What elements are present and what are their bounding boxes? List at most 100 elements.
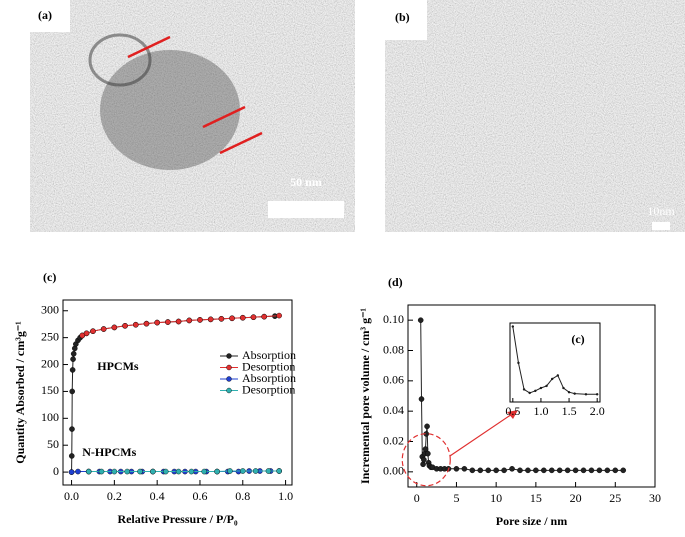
y-tick-label: 0.06 — [383, 373, 404, 387]
y-tick-label: 0.00 — [383, 464, 404, 478]
data-point — [418, 396, 425, 402]
legend-label: Absorption — [242, 348, 296, 362]
data-point — [137, 468, 143, 475]
data-point — [100, 326, 107, 332]
data-point — [111, 468, 118, 475]
data-point — [165, 319, 171, 325]
data-point — [70, 350, 77, 357]
x-tick-label: 0.6 — [192, 489, 207, 503]
plot-frame — [407, 304, 656, 488]
data-point — [276, 468, 282, 474]
data-point — [477, 467, 484, 474]
data-point — [604, 467, 611, 474]
plot-frame — [62, 299, 293, 486]
panel-label: (b) — [395, 10, 410, 24]
data-point — [453, 465, 460, 472]
series-line — [420, 320, 624, 471]
data-point — [69, 388, 76, 395]
y-tick-label: 150 — [41, 383, 59, 397]
data-point — [417, 317, 424, 323]
x-tick-label: 1.0 — [533, 404, 548, 418]
data-point — [580, 467, 587, 474]
data-point — [533, 467, 539, 474]
annotation: N-HPCMs — [82, 445, 136, 459]
data-point — [562, 386, 565, 390]
data-point — [588, 467, 595, 474]
data-point — [85, 468, 92, 475]
x-tick-label: 0 — [414, 491, 420, 505]
legend-marker — [226, 353, 232, 359]
y-tick-label: 300 — [41, 303, 59, 317]
panel-label: (a) — [38, 8, 52, 22]
legend-marker — [226, 387, 232, 394]
data-point — [567, 391, 571, 394]
data-point — [485, 467, 492, 474]
x-tick-label: 1.0 — [278, 489, 293, 503]
data-point — [517, 467, 523, 474]
data-point — [154, 319, 160, 326]
y-tick-label: 0.08 — [383, 342, 404, 356]
data-point — [132, 321, 139, 328]
data-point — [70, 356, 76, 362]
data-point — [595, 393, 599, 396]
y-axis-label: Quantity Absorbed / cm³g⁻¹ — [13, 321, 27, 464]
data-point — [522, 388, 526, 391]
data-point — [425, 450, 431, 457]
data-point — [122, 323, 128, 329]
x-tick-label: 5 — [453, 491, 459, 505]
legend-label: Desorption — [242, 382, 295, 396]
data-point — [612, 467, 619, 474]
y-axis-label: Incremental pore volume / cm³ g⁻¹ — [358, 308, 372, 484]
data-point — [620, 467, 627, 474]
scale-bar-label: 10nm — [647, 204, 675, 218]
data-point — [90, 328, 96, 334]
highlight-circle — [401, 433, 451, 487]
data-point — [539, 386, 543, 390]
x-tick-label: 0.4 — [150, 489, 165, 503]
data-point — [511, 325, 515, 328]
data-point — [98, 468, 105, 475]
data-point — [124, 468, 131, 475]
data-point — [534, 389, 537, 393]
panel-label: (d) — [388, 275, 403, 289]
data-point — [227, 468, 233, 474]
y-tick-label: 0 — [53, 464, 59, 478]
data-point — [214, 468, 220, 475]
data-point — [276, 312, 282, 319]
data-point — [550, 377, 554, 381]
data-point — [252, 468, 259, 474]
legend-marker — [226, 376, 232, 382]
x-tick-label: 1.5 — [562, 404, 577, 418]
x-tick-label: 20 — [570, 491, 582, 505]
data-point — [68, 453, 75, 459]
data-point — [422, 446, 429, 452]
y-tick-label: 0.04 — [383, 403, 404, 417]
data-point — [265, 468, 272, 474]
data-point — [175, 318, 182, 325]
data-point — [75, 468, 81, 475]
data-point — [545, 384, 548, 388]
x-tick-label: 30 — [649, 491, 661, 505]
data-point — [79, 332, 86, 339]
data-point — [528, 391, 531, 395]
data-point — [461, 465, 468, 472]
x-tick-label: 0.2 — [107, 489, 122, 503]
data-point — [548, 467, 555, 474]
data-point — [239, 468, 246, 474]
data-point — [186, 317, 193, 324]
data-point — [493, 467, 499, 474]
data-point — [143, 320, 150, 327]
data-point — [572, 467, 579, 474]
panel-label: (c) — [43, 270, 56, 284]
data-point — [218, 316, 225, 322]
x-tick-label: 0.0 — [64, 489, 79, 503]
data-point — [69, 367, 76, 373]
data-point — [564, 467, 571, 474]
data-point — [421, 456, 427, 463]
data-point — [188, 468, 195, 475]
arrow-head — [507, 410, 518, 419]
x-axis-label: Relative Pressure / P/P₀ — [117, 512, 238, 526]
data-point — [162, 468, 169, 475]
data-point — [584, 393, 588, 396]
